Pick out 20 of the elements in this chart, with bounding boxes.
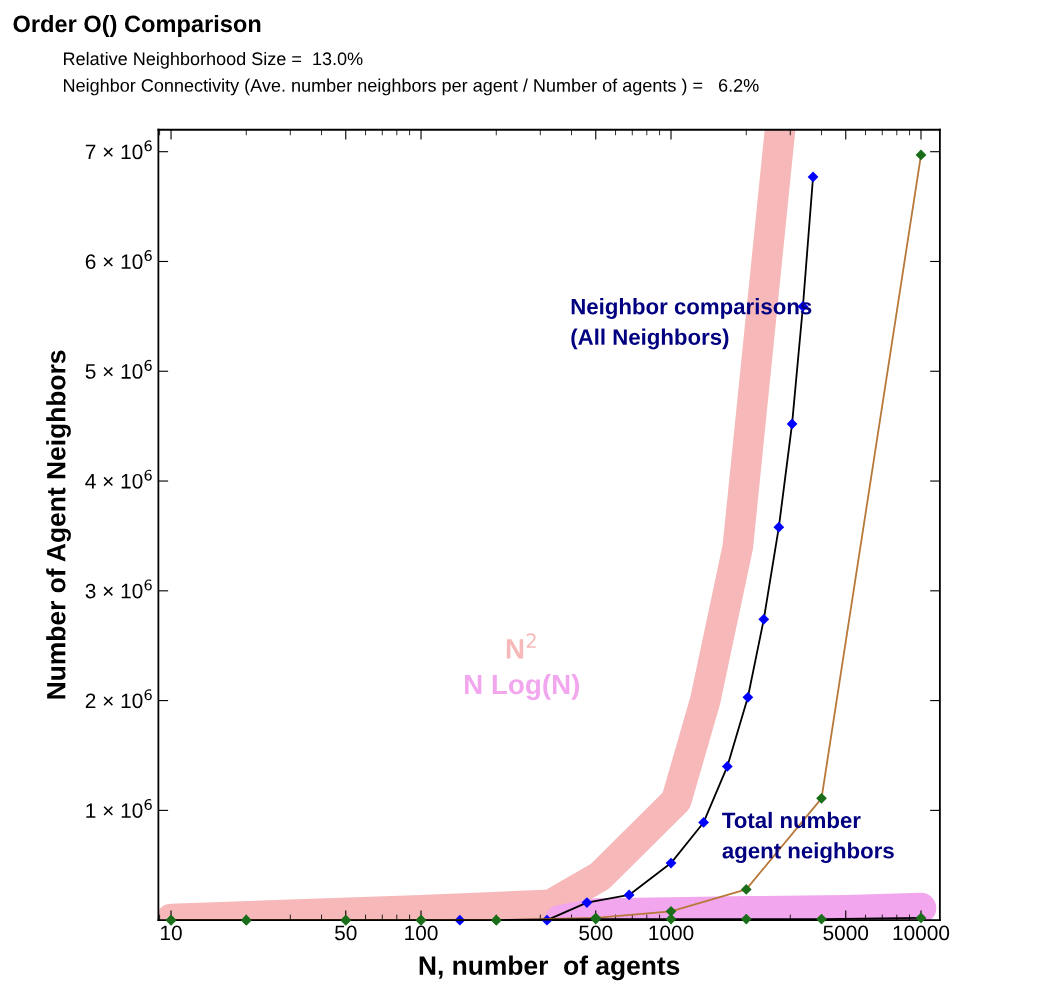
x-tick-label: 1000 — [649, 925, 694, 941]
x-tick-label: 100 — [405, 925, 438, 941]
y-tick-label: 2 × 10$^{6}$ — [85, 689, 152, 709]
x-tick-label: 50 — [335, 925, 357, 941]
y-axis-title: Number of Agent Neighbors — [46, 350, 71, 699]
chart-title: Order O() Comparison — [13, 14, 261, 37]
x-tick-label: 5000 — [823, 925, 869, 941]
x-axis-title: N, number of agents — [419, 955, 680, 981]
text: N$^{2}$ — [506, 633, 536, 659]
y-tick-label: 4 × 10$^{6}$ — [85, 469, 152, 489]
x-tick-label: 10 — [161, 925, 182, 941]
y-tick-label: 1 × 10$^{6}$ — [86, 798, 152, 818]
x-tick-label: 500 — [579, 925, 613, 941]
y-tick-label: 7 × 10$^{6}$ — [85, 140, 152, 160]
y-tick-label: 6 × 10$^{6}$ — [85, 250, 152, 270]
y-tick-label: 5 × 10$^{6}$ — [85, 359, 152, 379]
chart-subtitle: Relative Neighborhood Size = 13.0% Neighbor Connectivity (Ave. number neighbors per agent / Number of agents ) = 6.2% — [64, 51, 759, 96]
text: N Log(N) — [465, 673, 580, 700]
x-tick-label: 10000 — [893, 925, 950, 941]
y-tick-label: 3 × 10$^{6}$ — [85, 579, 152, 599]
